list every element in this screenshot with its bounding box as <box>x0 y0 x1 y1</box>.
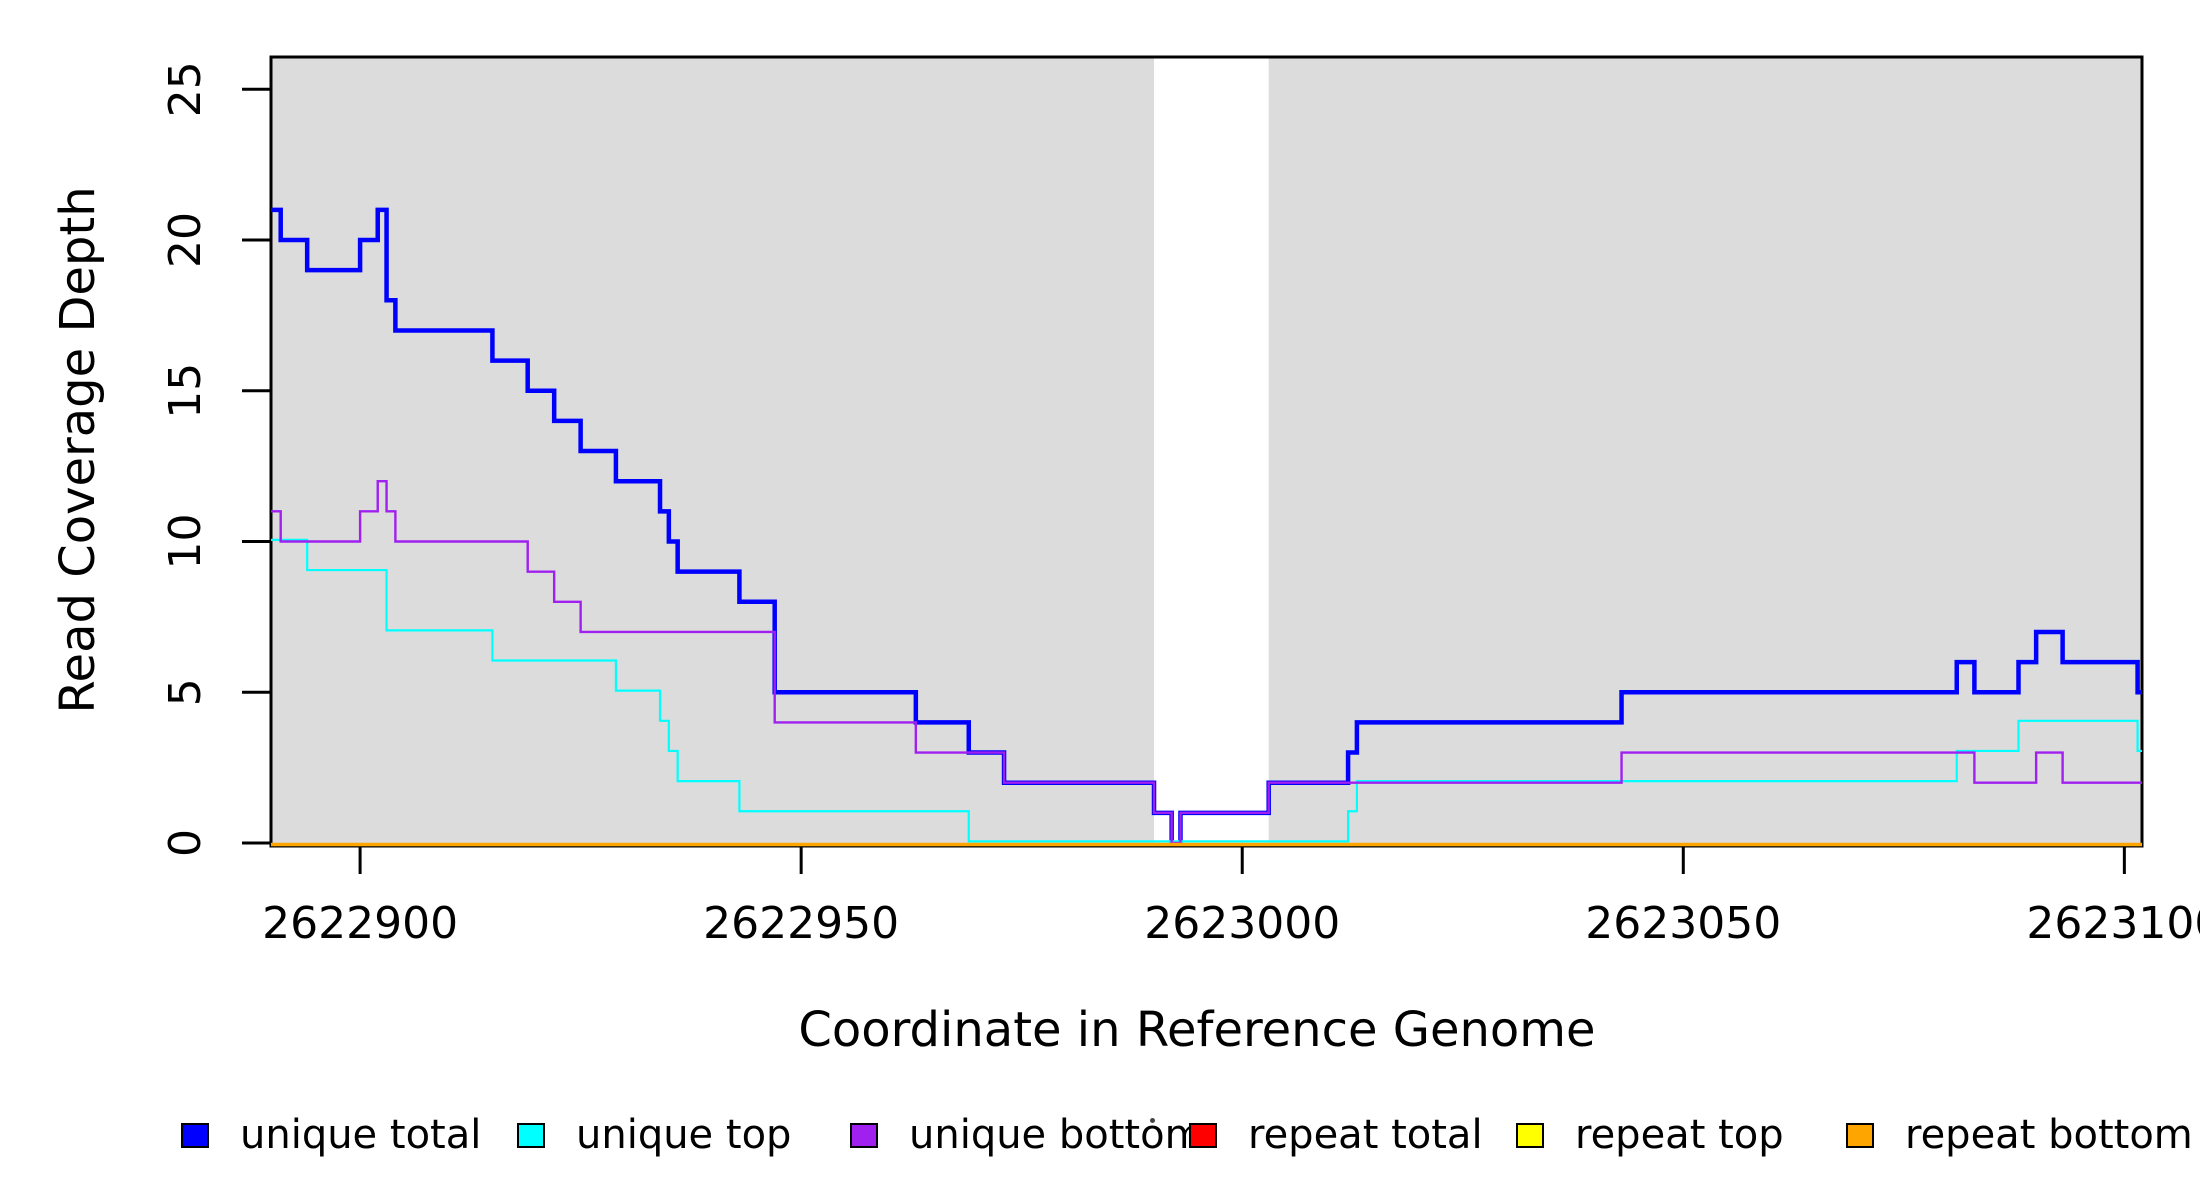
plot-background-region <box>1268 57 2142 846</box>
x-axis-title: Coordinate in Reference Genome <box>798 1002 1596 1058</box>
x-tick-label: 2622900 <box>262 898 458 949</box>
series-unique-top <box>271 538 2142 843</box>
y-tick-label: 25 <box>160 61 211 117</box>
y-tick-label: 0 <box>160 829 211 857</box>
x-tick-label: 2623000 <box>1144 898 1340 949</box>
y-tick-label: 15 <box>160 363 211 419</box>
y-axis-title: Read Coverage Depth <box>50 186 106 714</box>
x-tick-label: 2622950 <box>703 898 899 949</box>
series-unique-bottom <box>271 480 2142 845</box>
plot-background-region <box>271 57 1155 846</box>
y-tick-label: 10 <box>160 514 211 570</box>
legend-artifact-dot <box>1150 1118 1155 1123</box>
y-tick-label: 5 <box>160 678 211 706</box>
x-tick-label: 2623050 <box>1585 898 1781 949</box>
y-tick-label: 20 <box>160 212 211 268</box>
series-unique-total <box>271 207 2142 846</box>
